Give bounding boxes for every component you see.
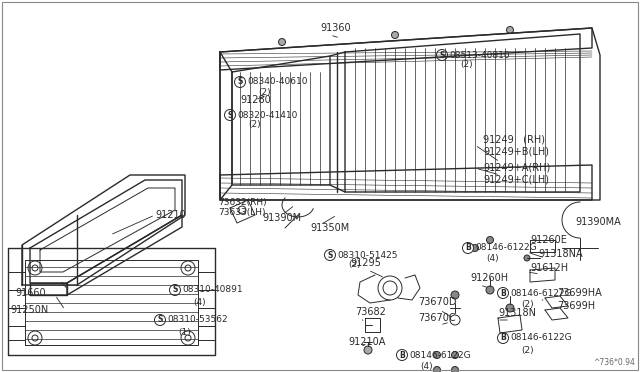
Circle shape [486, 237, 493, 244]
Text: S: S [237, 77, 243, 87]
Circle shape [154, 314, 166, 326]
Circle shape [524, 255, 530, 261]
Circle shape [436, 49, 447, 61]
Text: 91318NA: 91318NA [538, 249, 582, 259]
Text: (1): (1) [178, 327, 191, 337]
Text: (2): (2) [348, 260, 360, 269]
Text: 73682: 73682 [355, 307, 386, 317]
Text: (2): (2) [460, 61, 472, 70]
Text: 91360: 91360 [320, 23, 351, 33]
Text: 08513-40810: 08513-40810 [449, 51, 509, 60]
Text: 73670D: 73670D [418, 297, 456, 307]
Circle shape [433, 366, 440, 372]
Text: 91249+C(LH): 91249+C(LH) [483, 175, 549, 185]
Circle shape [392, 32, 399, 38]
Text: 73699H: 73699H [557, 301, 595, 311]
Circle shape [486, 286, 494, 294]
Text: B: B [465, 244, 471, 253]
Text: (4): (4) [193, 298, 205, 307]
Circle shape [278, 38, 285, 45]
Circle shape [451, 352, 458, 359]
Circle shape [170, 285, 180, 295]
Circle shape [234, 77, 246, 87]
Text: 91660: 91660 [15, 288, 45, 298]
Text: S: S [439, 51, 445, 60]
Circle shape [506, 26, 513, 33]
Text: 91210A: 91210A [348, 337, 385, 347]
Text: 91249+B(LH): 91249+B(LH) [483, 147, 549, 157]
Circle shape [497, 333, 509, 343]
Text: 91295: 91295 [350, 258, 381, 268]
Text: 08310-53562: 08310-53562 [167, 315, 228, 324]
Text: 91260E: 91260E [530, 235, 567, 245]
Text: 08340-40610: 08340-40610 [247, 77, 307, 87]
Text: 91249+A(RH): 91249+A(RH) [483, 163, 550, 173]
Circle shape [225, 109, 236, 121]
Text: 08146-6122G: 08146-6122G [510, 289, 572, 298]
Text: (2): (2) [248, 121, 260, 129]
Circle shape [506, 304, 514, 312]
Text: 08146-6122G: 08146-6122G [475, 244, 536, 253]
Text: S: S [157, 315, 163, 324]
Text: 91612H: 91612H [530, 263, 568, 273]
Text: S: S [172, 285, 178, 295]
Circle shape [451, 366, 458, 372]
Text: 08310-51425: 08310-51425 [337, 250, 397, 260]
Text: B: B [500, 289, 506, 298]
Text: 73670C: 73670C [418, 313, 456, 323]
Text: 91350M: 91350M [310, 223, 349, 233]
Text: 73632(RH): 73632(RH) [218, 198, 267, 206]
Text: 08146-6122G: 08146-6122G [510, 334, 572, 343]
Text: S: S [327, 250, 333, 260]
Circle shape [463, 243, 474, 253]
Text: 08310-40891: 08310-40891 [182, 285, 243, 295]
Text: B: B [500, 334, 506, 343]
Text: 08320-41410: 08320-41410 [237, 110, 298, 119]
Text: 73633(LH): 73633(LH) [218, 208, 266, 217]
Text: 08146-6122G: 08146-6122G [409, 350, 470, 359]
Text: 91249   (RH): 91249 (RH) [483, 135, 545, 145]
Text: 91280: 91280 [240, 95, 271, 105]
Text: 91210: 91210 [155, 210, 186, 220]
Text: 91250N: 91250N [10, 305, 48, 315]
Circle shape [433, 352, 440, 359]
Text: (4): (4) [486, 253, 499, 263]
Text: 73699HA: 73699HA [557, 288, 602, 298]
Text: ^736*0.94: ^736*0.94 [593, 358, 635, 367]
Text: (2): (2) [258, 87, 271, 96]
Circle shape [472, 244, 479, 251]
Circle shape [364, 346, 372, 354]
Text: (4): (4) [420, 362, 433, 372]
Text: 91390MA: 91390MA [575, 217, 621, 227]
Text: 91260H: 91260H [470, 273, 508, 283]
Circle shape [324, 250, 335, 260]
Circle shape [397, 350, 408, 360]
Circle shape [451, 291, 459, 299]
Text: 91390M: 91390M [262, 213, 301, 223]
Text: (2): (2) [521, 346, 534, 355]
Text: 91318N: 91318N [498, 308, 536, 318]
Circle shape [497, 288, 509, 298]
Text: (2): (2) [521, 301, 534, 310]
Text: S: S [227, 110, 233, 119]
Text: B: B [399, 350, 405, 359]
